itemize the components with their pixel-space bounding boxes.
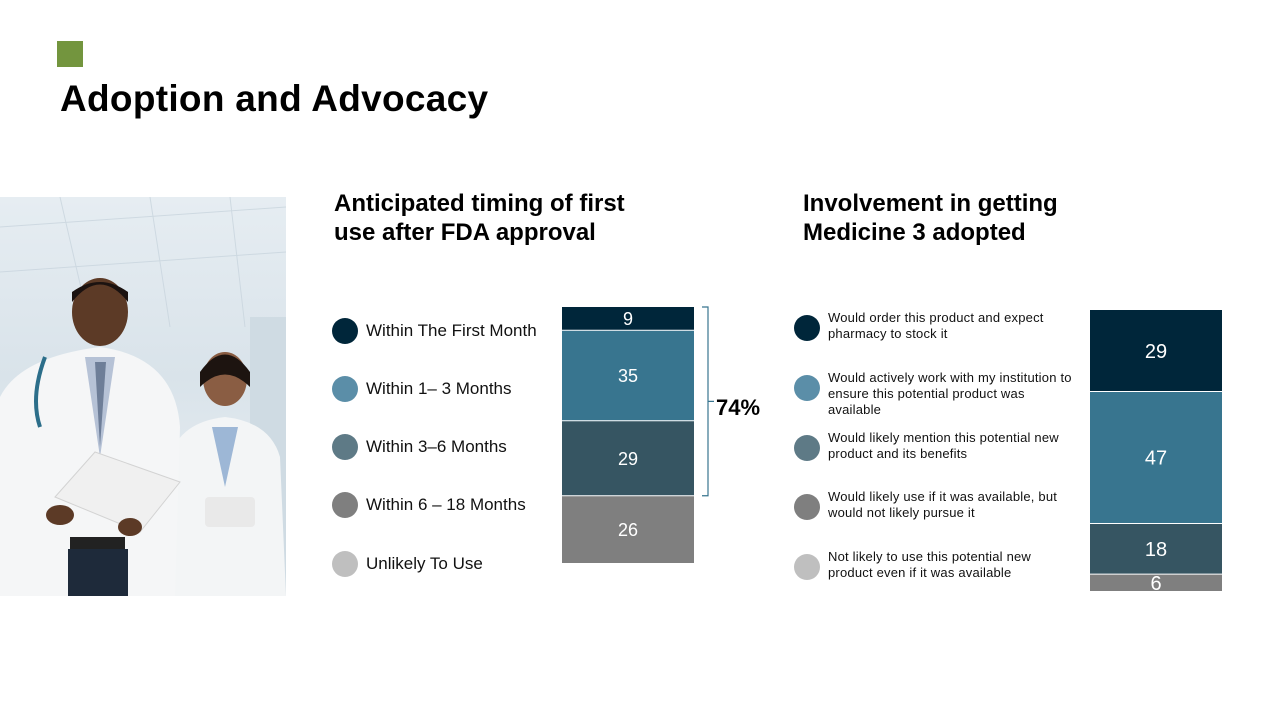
timing-legend-label: Within The First Month	[366, 321, 537, 340]
involvement-segment-label: 18	[1145, 539, 1167, 561]
timing-segment-label: 29	[618, 449, 638, 469]
involvement-legend-label: Would likely use if it was available, bu…	[828, 489, 1058, 520]
timing-bar-segment	[562, 420, 694, 496]
timing-bracket	[702, 306, 714, 497]
involvement-segment-label: 29	[1145, 341, 1167, 363]
timing-legend-label: Within 6 – 18 Months	[366, 495, 526, 514]
timing-legend-swatch	[332, 434, 358, 460]
slide-title: Adoption and Advocacy	[60, 78, 489, 119]
involvement-chart-title: Involvement in getting Medicine 3 adopte…	[803, 189, 1163, 247]
doctors-photo-illustration	[0, 197, 286, 596]
involvement-bar-segment	[1090, 523, 1222, 575]
involvement-bar-segment	[1090, 574, 1222, 591]
involvement-legend-label: Not likely to use this potential new pro…	[828, 549, 1032, 580]
involvement-bar-segment	[1090, 391, 1222, 524]
involvement-legend-label: Would actively work with my institution …	[828, 370, 1072, 417]
timing-legend-label: Within 3–6 Months	[366, 437, 507, 456]
timing-segment-label: 9	[623, 309, 633, 329]
involvement-legend-label: Would order this product and expect phar…	[828, 310, 1044, 341]
involvement-chart-title-line-1: Involvement in getting	[803, 190, 1058, 217]
involvement-legend-label: Would likely mention this potential new …	[828, 430, 1059, 461]
timing-legend-label: Unlikely To Use	[366, 554, 483, 573]
timing-chart-title-line-1: Anticipated timing of first	[334, 190, 625, 217]
timing-segment-label: 26	[618, 520, 638, 540]
involvement-segment-label: 6	[1150, 573, 1161, 595]
timing-legend-swatch	[332, 492, 358, 518]
timing-legend-swatch	[332, 318, 358, 344]
accent-square	[57, 41, 83, 67]
involvement-legend-swatch	[794, 375, 820, 401]
timing-bar-segment	[562, 307, 694, 331]
timing-legend-swatch	[332, 551, 358, 577]
involvement-legend-swatch	[794, 494, 820, 520]
timing-legend-label: Within 1– 3 Months	[366, 379, 512, 398]
involvement-legend-swatch	[794, 315, 820, 341]
involvement-segment-label: 47	[1145, 448, 1167, 470]
timing-bar-segment	[562, 495, 694, 563]
timing-chart-title-line-2: use after FDA approval	[334, 219, 596, 246]
timing-chart-title: Anticipated timing of first use after FD…	[334, 189, 694, 247]
timing-bar-segment	[562, 330, 694, 421]
involvement-legend-swatch	[794, 435, 820, 461]
timing-legend-swatch	[332, 376, 358, 402]
involvement-chart-title-line-2: Medicine 3 adopted	[803, 219, 1026, 246]
timing-bracket-label: 74%	[716, 395, 761, 420]
involvement-legend-swatch	[794, 554, 820, 580]
doctors-photo	[0, 197, 286, 596]
involvement-bar-segment	[1090, 310, 1222, 392]
timing-segment-label: 35	[618, 366, 638, 386]
